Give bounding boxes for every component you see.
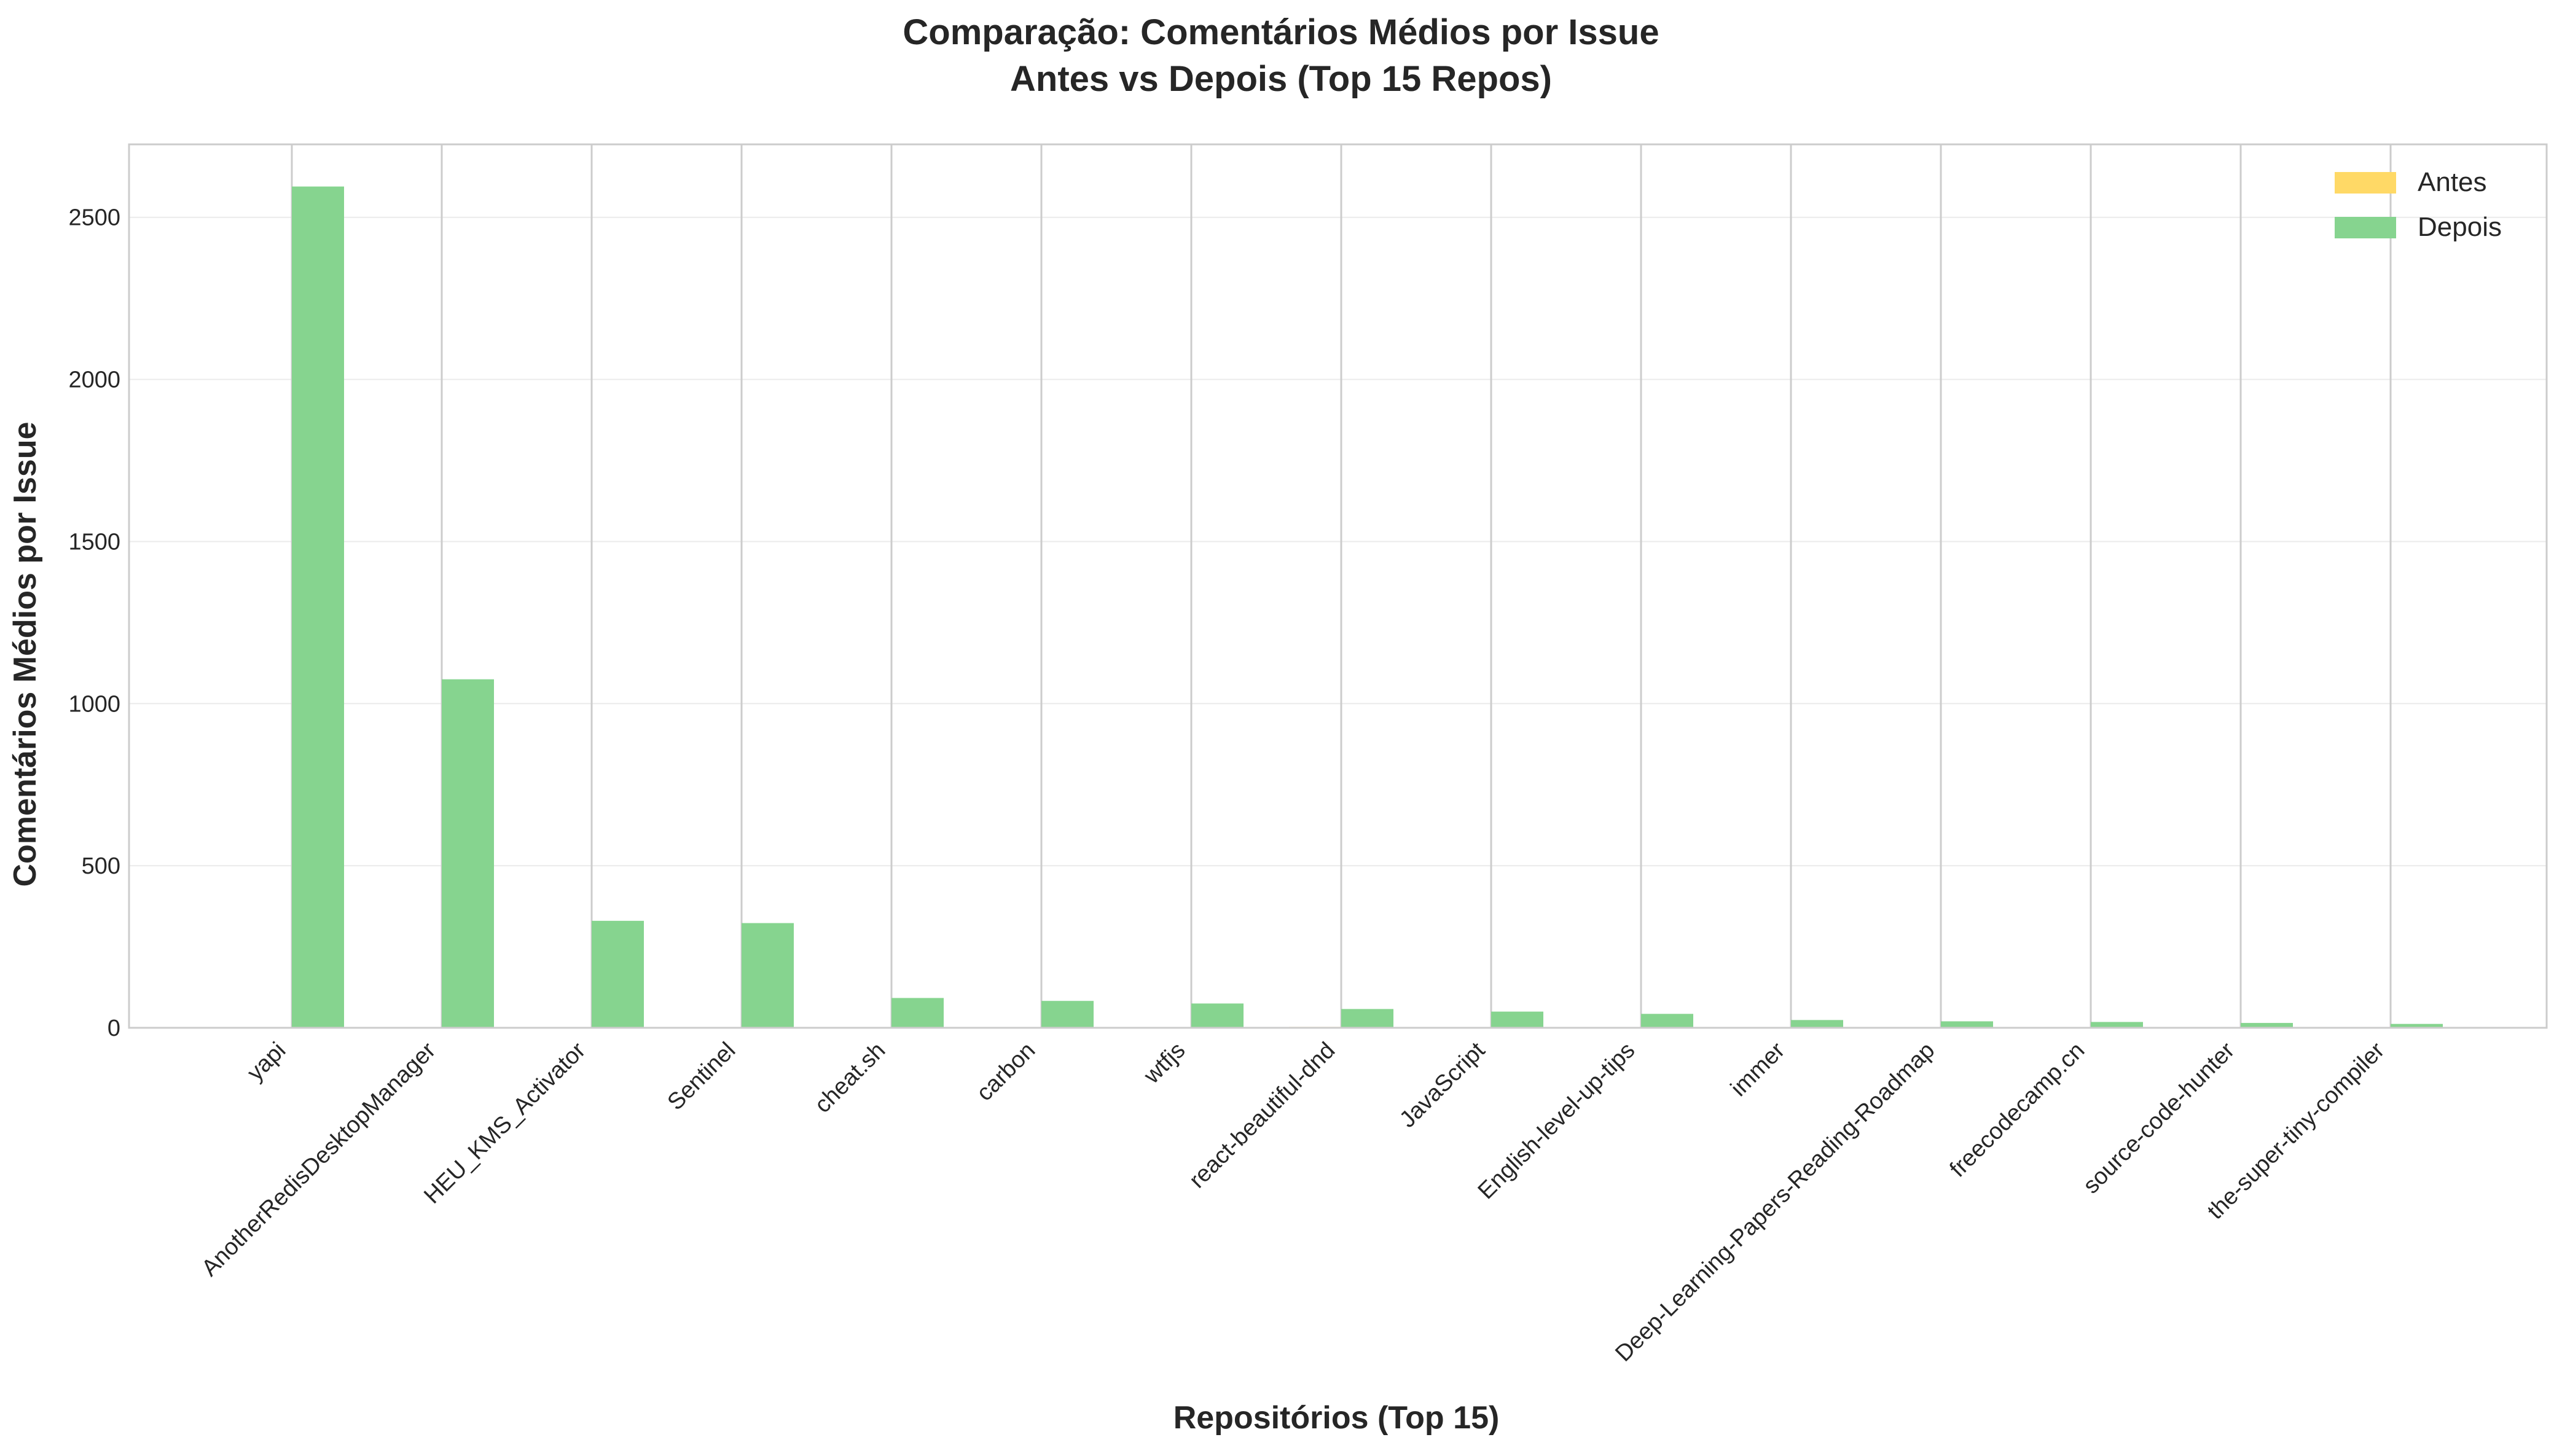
x-tick-label-13: source-code-hunter	[2078, 1037, 2240, 1199]
bar-depois-12	[2091, 1022, 2143, 1028]
y-tick-label-2: 1000	[68, 691, 120, 717]
x-tick-label-1: AnotherRedisDesktopManager	[197, 1037, 441, 1281]
bar-depois-14	[2391, 1024, 2443, 1028]
x-tick-label-6: wtfjs	[1138, 1038, 1190, 1089]
grid-lines	[129, 144, 2547, 1028]
legend: Antes Depois	[2335, 167, 2502, 242]
bar-depois-4	[891, 998, 944, 1028]
bar-depois-2	[592, 920, 644, 1028]
bar-depois-13	[2241, 1023, 2293, 1028]
y-tick-label-3: 1500	[68, 529, 120, 555]
legend-label-depois: Depois	[2418, 212, 2502, 242]
y-ticks: 0 500 1000 1500 2000 2500	[68, 205, 120, 1041]
x-tick-label-2: HEU_KMS_Activator	[419, 1037, 590, 1208]
bar-depois-5	[1041, 1001, 1094, 1028]
y-tick-label-0: 0	[108, 1016, 120, 1041]
x-tick-label-5: carbon	[971, 1038, 1040, 1106]
x-tick-label-11: Deep-Learning-Papers-Reading-Roadmap	[1610, 1038, 1940, 1367]
x-tick-label-10: immer	[1726, 1037, 1790, 1102]
chart-title-line1: Comparação: Comentários Médios por Issue	[903, 12, 1659, 52]
x-tick-label-7: react-beautiful-dnd	[1185, 1038, 1341, 1194]
y-tick-label-4: 2000	[68, 367, 120, 393]
x-tick-label-14: the-super-tiny-compiler	[2203, 1037, 2390, 1224]
bar-depois-1	[442, 679, 494, 1028]
chart-title-line2: Antes vs Depois (Top 15 Repos)	[1010, 59, 1552, 99]
legend-swatch-depois	[2335, 217, 2396, 238]
bar-depois-10	[1791, 1020, 1843, 1028]
x-tick-label-4: cheat.sh	[810, 1038, 890, 1118]
y-tick-label-1: 500	[82, 853, 120, 879]
bars	[240, 186, 2443, 1028]
bar-depois-0	[292, 186, 344, 1028]
bar-depois-11	[1941, 1021, 1993, 1028]
y-tick-label-5: 2500	[68, 205, 120, 231]
x-tick-label-3: Sentinel	[663, 1038, 741, 1116]
legend-label-antes: Antes	[2418, 167, 2487, 197]
bar-depois-3	[742, 923, 794, 1028]
plot-frame	[128, 143, 2548, 1029]
bar-depois-6	[1191, 1003, 1244, 1028]
bar-depois-7	[1341, 1009, 1393, 1028]
y-axis-title: Comentários Médios por Issue	[7, 421, 43, 887]
x-tick-label-0: yapi	[242, 1038, 291, 1086]
x-tick-label-9: English-level-up-tips	[1473, 1038, 1640, 1205]
x-ticks: yapiAnotherRedisDesktopManagerHEU_KMS_Ac…	[197, 1037, 2389, 1366]
legend-swatch-antes	[2335, 172, 2396, 194]
bar-depois-8	[1491, 1011, 1543, 1028]
x-tick-label-8: JavaScript	[1395, 1037, 1490, 1132]
bar-depois-9	[1641, 1014, 1693, 1028]
x-axis-title: Repositórios (Top 15)	[1173, 1400, 1500, 1436]
x-tick-label-12: freecodecamp.cn	[1945, 1038, 2090, 1183]
